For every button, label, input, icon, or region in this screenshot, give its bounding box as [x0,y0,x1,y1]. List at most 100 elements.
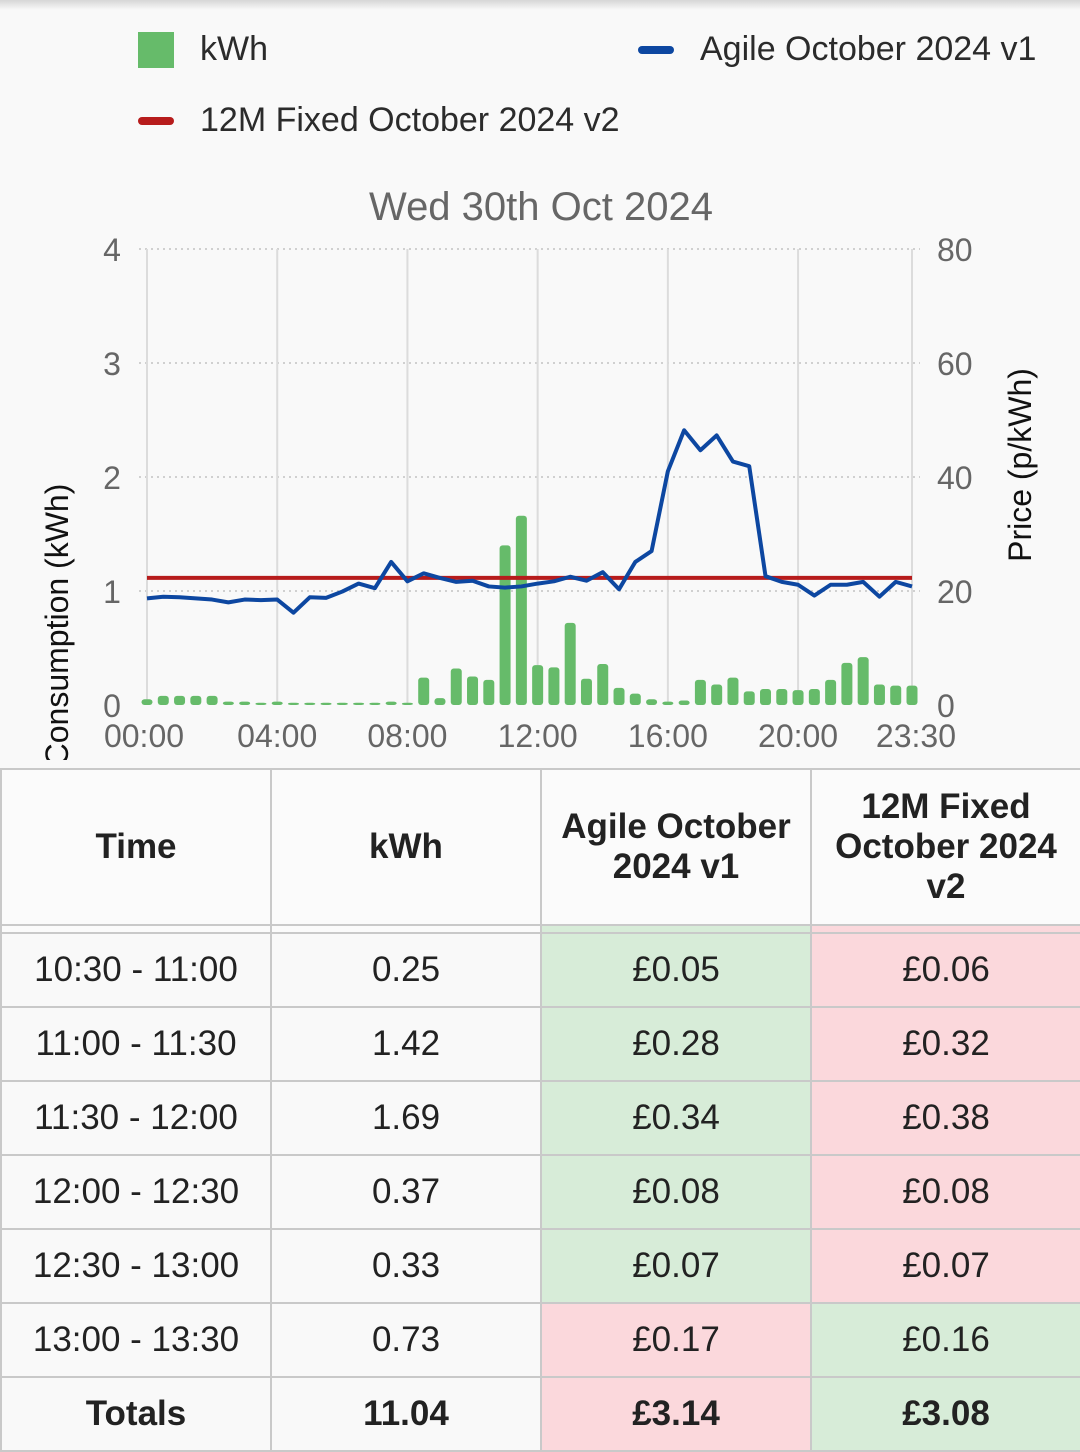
kwh-bar[interactable] [499,545,511,705]
kwh-bar[interactable] [776,689,788,705]
kwh-bar[interactable] [353,702,365,705]
kwh-bar[interactable] [825,679,837,705]
row-time: 13:00 - 13:30 [0,1302,272,1378]
kwh-bar[interactable] [304,702,316,705]
row-kwh: 0.37 [270,1154,542,1230]
kwh-bar[interactable] [760,689,772,705]
table-row[interactable]: 11:30 - 12:00 1.69 £0.34 £0.38 [0,1080,1080,1156]
kwh-bar[interactable] [515,515,527,705]
kwh-bar[interactable] [157,695,169,705]
legend-item-agile[interactable]: Agile October 2024 v1 [638,30,1036,69]
y-right-axis-title: Price (p/kWh) [1002,368,1038,562]
legend-kwh-label: kWh [200,30,268,68]
agile-price-line [146,428,913,615]
row-fixed-cost: £0.07 [810,1228,1080,1304]
header-kwh[interactable]: kWh [270,768,542,926]
kwh-bar[interactable] [483,679,495,705]
kwh-bar[interactable] [548,667,560,705]
kwh-bar[interactable] [727,677,739,705]
kwh-bar[interactable] [206,695,218,705]
row-fixed-cost: £0.16 [810,1302,1080,1378]
row-fixed-cost: £0.32 [810,1006,1080,1082]
kwh-bar[interactable] [174,695,186,705]
kwh-bar[interactable] [873,684,885,705]
kwh-bar[interactable] [743,691,755,705]
y-left-tick-label: 1 [103,574,121,610]
kwh-bar[interactable] [792,690,804,705]
table-row[interactable]: 13:00 - 13:30 0.73 £0.17 £0.16 [0,1302,1080,1378]
kwh-bar[interactable] [336,702,348,705]
row-agile-cost: £0.08 [540,1154,812,1230]
kwh-bar[interactable] [450,668,462,705]
totals-row: Totals 11.04 £3.14 £3.08 [0,1376,1080,1452]
row-fixed-cost: £0.38 [810,1080,1080,1156]
x-tick-label: 23:30 [876,718,956,754]
kwh-bar[interactable] [613,687,625,705]
table-row[interactable]: 12:00 - 12:30 0.37 £0.08 £0.08 [0,1154,1080,1230]
kwh-bar[interactable] [434,698,446,705]
kwh-bar[interactable] [190,695,202,705]
row-agile-cost: £0.28 [540,1006,812,1082]
top-shadow [0,0,1080,10]
kwh-bar[interactable] [678,700,690,705]
legend-item-kwh[interactable]: kWh [138,30,268,69]
kwh-bar[interactable] [906,685,918,705]
table-row[interactable]: 10:30 - 11:00 0.25 £0.05 £0.06 [0,932,1080,1008]
kwh-bar[interactable] [369,702,381,705]
table-row[interactable]: 11:00 - 11:30 1.42 £0.28 £0.32 [0,1006,1080,1082]
kwh-bar[interactable] [694,679,706,705]
legend-kwh-swatch [138,31,174,68]
y-right-tick-label: 0 [937,688,955,724]
header-time[interactable]: Time [0,768,272,926]
table-header-row: Time kWh Agile October 2024 v1 12M Fixed… [0,768,1080,926]
kwh-bar[interactable] [857,657,869,705]
kwh-bar[interactable] [808,689,820,705]
row-agile-cost: £0.07 [540,1228,812,1304]
y-right-tick-label: 60 [937,346,973,382]
legend-agile-swatch [638,45,674,54]
separator-cell [270,924,542,934]
row-agile-cost: £0.17 [540,1302,812,1378]
table-body: 10:30 - 11:00 0.25 £0.05 £0.06 11:00 - 11:30… [0,924,1080,1378]
kwh-bar[interactable] [629,693,641,705]
kwh-bar[interactable] [222,701,234,705]
header-fixed[interactable]: 12M Fixed October 2024 v2 [810,768,1080,926]
row-time: 11:00 - 11:30 [0,1006,272,1082]
row-time: 10:30 - 11:00 [0,932,272,1008]
table-row[interactable]: 12:30 - 13:00 0.33 £0.07 £0.07 [0,1228,1080,1304]
x-tick-label: 16:00 [628,718,708,754]
kwh-bars [141,515,918,706]
kwh-bar[interactable] [532,665,544,705]
price-lines [146,428,913,615]
legend-agile-label: Agile October 2024 v1 [700,30,1037,68]
kwh-bar[interactable] [239,701,251,705]
kwh-bar[interactable] [401,702,413,705]
y-left-tick-label: 0 [103,688,121,724]
kwh-bar[interactable] [385,701,397,705]
legend-item-fixed[interactable]: 12M Fixed October 2024 v2 [138,101,620,140]
y-left-tick-label: 2 [103,460,121,496]
kwh-bar[interactable] [287,702,299,705]
totals-fixed: £3.08 [810,1376,1080,1452]
kwh-bar[interactable] [646,699,658,705]
y-left-tick-label: 3 [103,346,121,382]
kwh-bar[interactable] [418,677,430,705]
kwh-bar[interactable] [141,699,153,705]
kwh-bar[interactable] [597,663,609,705]
kwh-bar[interactable] [255,702,267,705]
row-time: 11:30 - 12:00 [0,1080,272,1156]
kwh-bar[interactable] [467,676,479,706]
kwh-bar[interactable] [841,662,853,705]
y-right-tick-label: 40 [937,460,973,496]
kwh-bar[interactable] [662,701,674,705]
header-agile[interactable]: Agile October 2024 v1 [540,768,812,926]
kwh-bar[interactable] [580,678,592,705]
row-agile-cost: £0.34 [540,1080,812,1156]
kwh-bar[interactable] [564,622,576,705]
kwh-bar[interactable] [271,701,283,705]
kwh-bar[interactable] [890,685,902,705]
kwh-bar[interactable] [711,684,723,705]
totals-kwh: 11.04 [270,1376,542,1452]
kwh-bar[interactable] [320,702,332,705]
